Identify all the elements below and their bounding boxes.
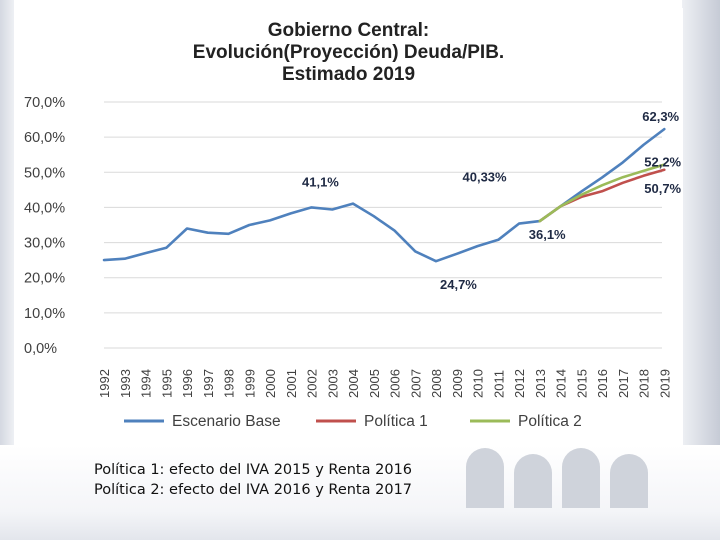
decorative-bars-graphic xyxy=(466,448,656,508)
decorative-bar xyxy=(466,448,504,508)
x-tick-label: 2018 xyxy=(637,369,652,398)
x-tick-label: 2010 xyxy=(471,369,486,398)
x-tick-label: 2000 xyxy=(263,369,278,398)
debt-gdp-line-chart: 0,0% 10,0% 20,0% 30,0% 40,0% 50,0% 60,0% 70,0% 1… xyxy=(24,95,682,430)
x-tick-label: 1997 xyxy=(201,369,216,398)
data-label: 50,7% xyxy=(644,181,681,196)
x-tick-label: 2016 xyxy=(595,369,610,398)
x-tick-label: 2007 xyxy=(408,369,423,398)
series-line-escenario-base xyxy=(102,127,666,263)
series-line-politica-2 xyxy=(538,163,666,223)
data-label: 62,3% xyxy=(642,109,679,124)
x-tick-label: 2019 xyxy=(657,369,672,398)
footnotes: Política 1: efecto del IVA 2015 y Renta … xyxy=(94,460,412,500)
y-tick-label: 40,0% xyxy=(24,200,65,216)
x-tick-label: 1993 xyxy=(118,369,133,398)
chart-panel: Gobierno Central: Evolución(Proyección) … xyxy=(14,8,683,445)
data-label: 52,2% xyxy=(644,155,681,170)
x-tick-label: 2006 xyxy=(388,369,403,398)
x-tick-label: 2003 xyxy=(325,369,340,398)
data-label: 36,1% xyxy=(529,227,566,242)
legend-label: Política 2 xyxy=(518,413,582,430)
x-tick-label: 2012 xyxy=(512,369,527,398)
footnote-politica-1: Política 1: efecto del IVA 2015 y Renta … xyxy=(94,462,413,478)
footnote-politica-2: Política 2: efecto del IVA 2016 y Renta … xyxy=(94,482,413,498)
y-tick-label: 70,0% xyxy=(24,95,65,111)
y-tick-label: 20,0% xyxy=(24,271,65,287)
decorative-bar xyxy=(562,448,600,508)
y-tick-label: 30,0% xyxy=(24,236,65,252)
x-tick-label: 2011 xyxy=(491,370,506,398)
x-tick-label: 1992 xyxy=(97,369,112,398)
x-tick-label: 1998 xyxy=(222,369,237,398)
x-tick-label: 2001 xyxy=(284,369,299,398)
y-tick-label: 0,0% xyxy=(24,341,57,357)
x-tick-label: 2004 xyxy=(346,369,361,398)
slide-bottom-band xyxy=(0,445,720,540)
x-tick-label: 2015 xyxy=(574,369,589,398)
x-tick-label: 2014 xyxy=(554,369,569,398)
x-tick-label: 1996 xyxy=(180,369,195,398)
chart-title-line-1: Gobierno Central: xyxy=(267,20,430,41)
slide-left-edge xyxy=(0,0,14,540)
y-tick-label: 10,0% xyxy=(24,306,65,322)
x-tick-label: 1994 xyxy=(139,369,154,398)
x-tick-label: 1995 xyxy=(159,369,174,398)
chart-title-line-2: Evolución(Proyección) Deuda/PIB. xyxy=(192,42,505,63)
data-label: 41,1% xyxy=(302,175,339,190)
decorative-bar xyxy=(514,454,552,508)
x-tick-label: 2002 xyxy=(305,369,320,398)
x-tick-label: 2005 xyxy=(367,369,382,398)
legend-label: Política 1 xyxy=(364,413,428,430)
x-tick-label: 2009 xyxy=(450,369,465,398)
legend-label: Escenario Base xyxy=(172,413,281,430)
y-tick-label: 60,0% xyxy=(24,130,65,146)
chart-title-line-3: Estimado 2019 xyxy=(281,64,416,85)
x-tick-label: 1999 xyxy=(242,369,257,398)
data-label: 40,33% xyxy=(463,169,508,184)
x-tick-label: 2017 xyxy=(616,369,631,398)
decorative-bar xyxy=(610,454,648,508)
x-tick-label: 2013 xyxy=(533,369,548,398)
x-tick-label: 2008 xyxy=(429,369,444,398)
data-label: 24,7% xyxy=(440,277,477,292)
y-tick-label: 50,0% xyxy=(24,165,65,181)
